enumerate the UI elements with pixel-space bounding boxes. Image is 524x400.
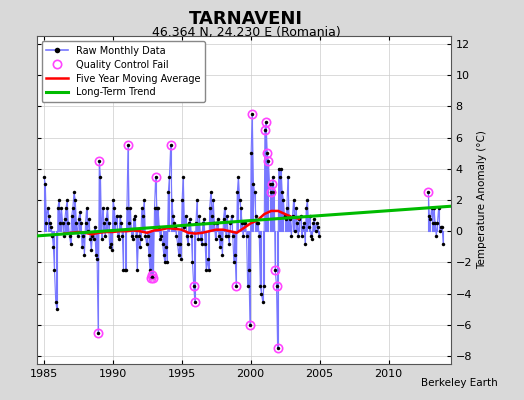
Text: TARNAVENI: TARNAVENI	[189, 10, 303, 28]
Text: 46.364 N, 24.230 E (Romania): 46.364 N, 24.230 E (Romania)	[152, 26, 341, 39]
Y-axis label: Temperature Anomaly (°C): Temperature Anomaly (°C)	[477, 130, 487, 270]
Legend: Raw Monthly Data, Quality Control Fail, Five Year Moving Average, Long-Term Tren: Raw Monthly Data, Quality Control Fail, …	[41, 41, 205, 102]
Text: Berkeley Earth: Berkeley Earth	[421, 378, 498, 388]
